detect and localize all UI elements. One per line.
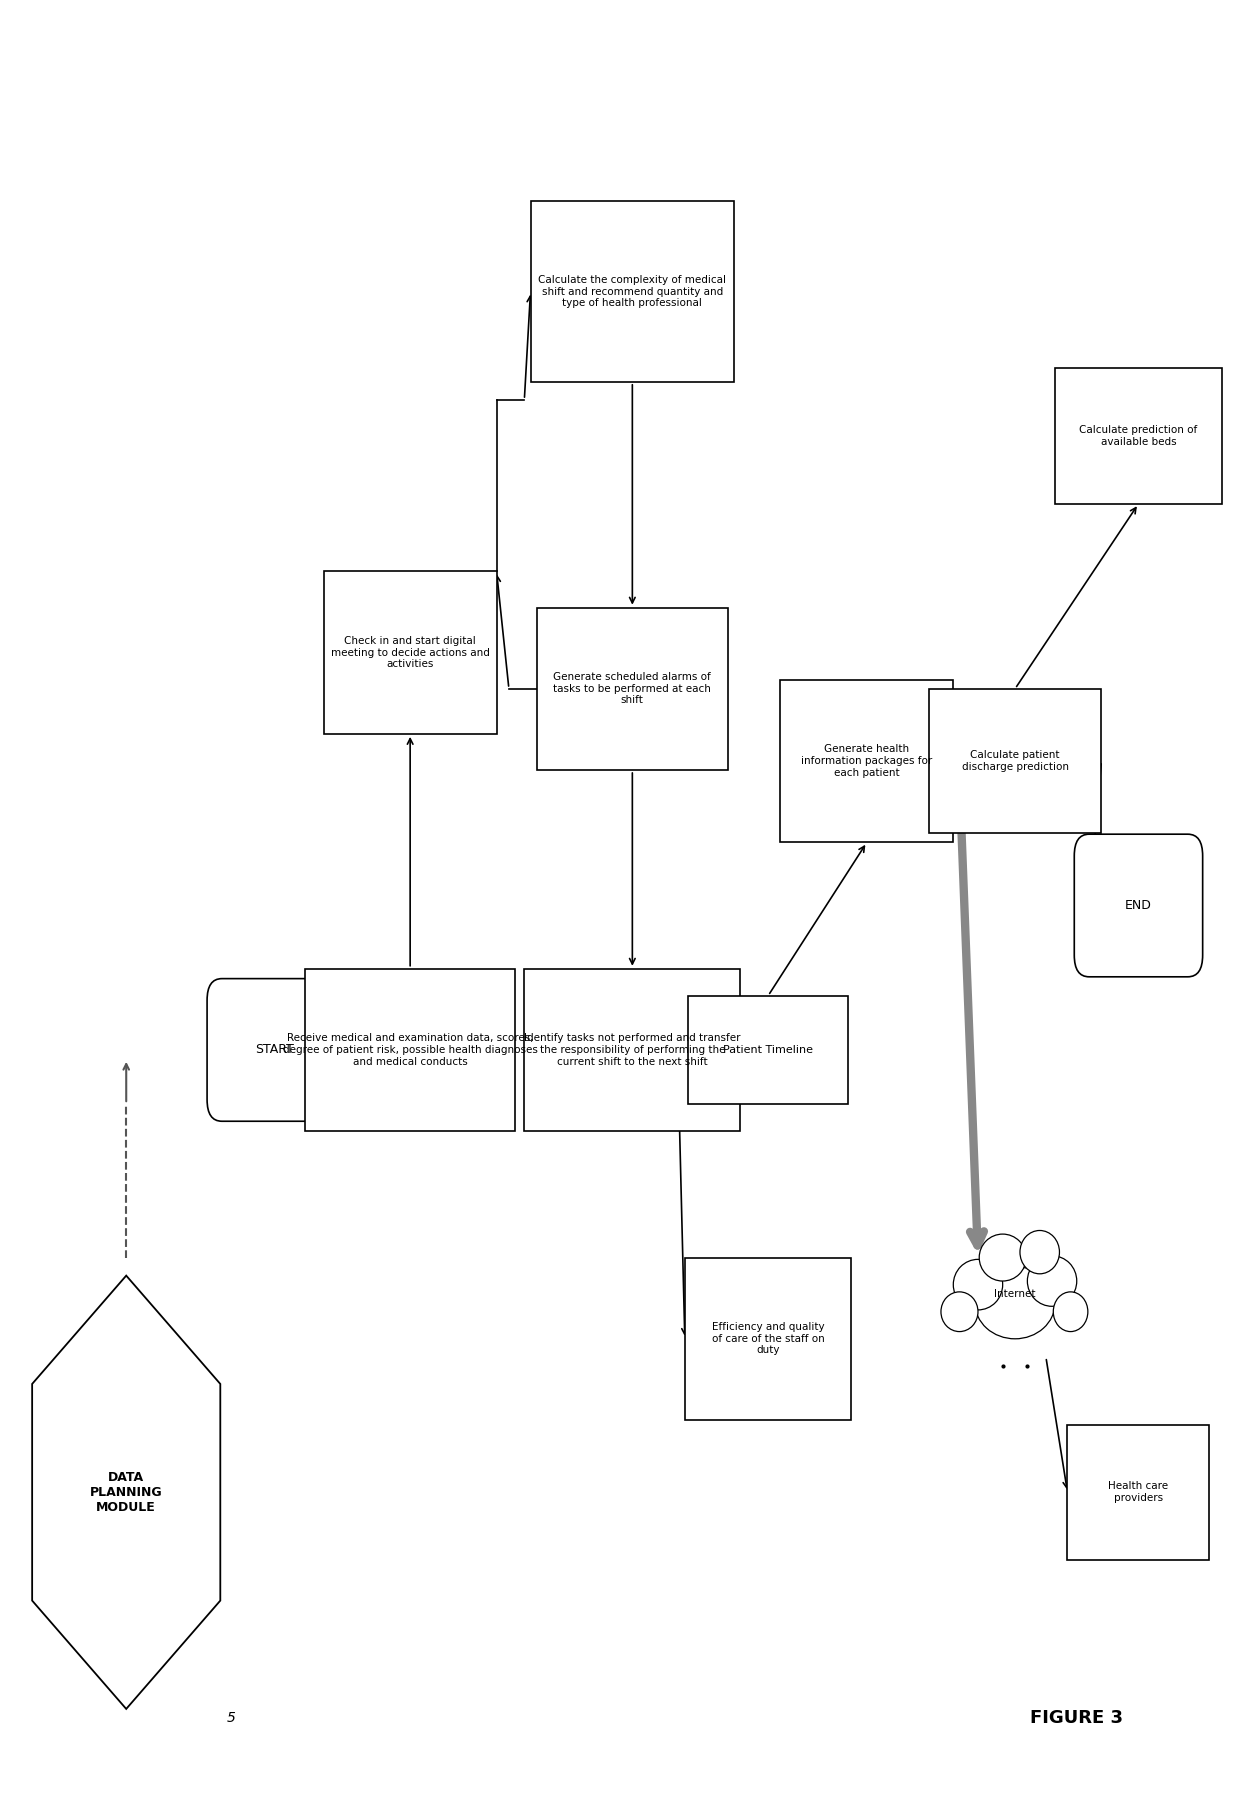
Ellipse shape: [1053, 1291, 1087, 1331]
Text: Identify tasks not performed and transfer
the responsibility of performing the
c: Identify tasks not performed and transfe…: [525, 1034, 740, 1067]
Ellipse shape: [980, 1233, 1027, 1280]
FancyBboxPatch shape: [531, 201, 734, 382]
Text: FIGURE 3: FIGURE 3: [1030, 1710, 1123, 1728]
Text: START: START: [255, 1043, 294, 1056]
FancyBboxPatch shape: [929, 688, 1101, 833]
FancyBboxPatch shape: [537, 608, 728, 770]
FancyBboxPatch shape: [1068, 1425, 1209, 1559]
Text: Calculate patient
discharge prediction: Calculate patient discharge prediction: [961, 750, 1069, 771]
Text: DATA
PLANNING
MODULE: DATA PLANNING MODULE: [91, 1471, 162, 1514]
Text: 5: 5: [227, 1711, 236, 1724]
FancyBboxPatch shape: [1074, 835, 1203, 976]
Text: Internet: Internet: [994, 1289, 1035, 1298]
Text: Receive medical and examination data, scores,
degree of patient risk, possible h: Receive medical and examination data, sc…: [283, 1034, 538, 1067]
Text: Generate health
information packages for
each patient: Generate health information packages for…: [801, 744, 932, 777]
Ellipse shape: [1028, 1255, 1076, 1306]
Text: Calculate prediction of
available beds: Calculate prediction of available beds: [1079, 426, 1198, 447]
FancyBboxPatch shape: [525, 969, 740, 1132]
Polygon shape: [32, 1275, 221, 1710]
FancyBboxPatch shape: [324, 572, 496, 733]
Text: Calculate the complexity of medical
shift and recommend quantity and
type of hea: Calculate the complexity of medical shif…: [538, 275, 727, 308]
Text: Health care
providers: Health care providers: [1109, 1481, 1168, 1503]
FancyBboxPatch shape: [1055, 368, 1221, 503]
FancyBboxPatch shape: [684, 1257, 852, 1420]
Text: Patient Timeline: Patient Timeline: [723, 1045, 813, 1056]
FancyBboxPatch shape: [207, 978, 342, 1121]
Text: Efficiency and quality
of care of the staff on
duty: Efficiency and quality of care of the st…: [712, 1322, 825, 1355]
FancyBboxPatch shape: [780, 679, 954, 842]
Text: Generate scheduled alarms of
tasks to be performed at each
shift: Generate scheduled alarms of tasks to be…: [553, 672, 712, 706]
Ellipse shape: [975, 1266, 1055, 1338]
Text: Check in and start digital
meeting to decide actions and
activities: Check in and start digital meeting to de…: [331, 636, 490, 670]
Ellipse shape: [954, 1259, 1003, 1309]
Ellipse shape: [941, 1291, 978, 1331]
FancyBboxPatch shape: [305, 969, 515, 1132]
Ellipse shape: [1021, 1230, 1059, 1273]
Text: END: END: [1125, 898, 1152, 913]
FancyBboxPatch shape: [688, 996, 848, 1105]
